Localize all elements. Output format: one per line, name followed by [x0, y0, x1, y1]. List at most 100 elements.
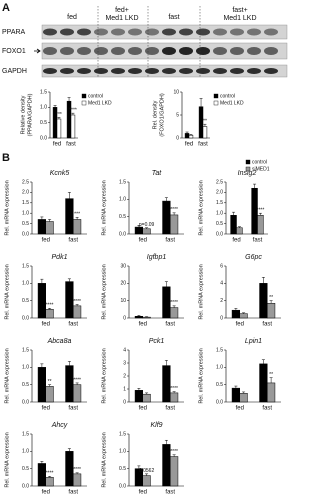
- blot-band: [264, 68, 278, 74]
- legend-label: Med1 LKD: [88, 100, 112, 106]
- error-bar: [48, 219, 52, 222]
- bar: [70, 114, 76, 139]
- significance: ****: [170, 449, 178, 455]
- error-bar: [172, 305, 176, 308]
- error-bar: [48, 384, 52, 387]
- x-tick-label: fed: [139, 406, 147, 412]
- x-tick-label: fast: [165, 406, 175, 412]
- blot-band: [179, 47, 193, 55]
- legend-swatch: [213, 93, 219, 99]
- y-axis-label: Rel. mRNA expression: [4, 432, 10, 487]
- y-tick-label: 2: [220, 298, 223, 304]
- error-bar: [164, 439, 168, 445]
- significance: ****: [73, 467, 81, 473]
- y-axis-label: Rel. mRNA expression: [4, 348, 10, 403]
- y-tick-label: 1.0: [22, 281, 29, 287]
- error-bar: [67, 278, 71, 282]
- x-tick-label: fed: [139, 238, 147, 244]
- lane-header: fast: [168, 14, 179, 21]
- panel-label: A: [2, 2, 10, 14]
- error-bar: [40, 278, 44, 284]
- significance: ***: [74, 212, 80, 218]
- bar: [56, 118, 62, 139]
- y-tick-label: 0.0: [119, 483, 126, 489]
- y-axis-label: Rel. density: [152, 100, 158, 129]
- significance: ****: [69, 107, 77, 113]
- y-axis-label: (FOXO1/GAPDH): [159, 93, 165, 137]
- y-axis-label: Rel. mRNA expression: [101, 180, 107, 235]
- error-bar: [145, 473, 149, 476]
- lane-header: fed: [67, 14, 77, 21]
- blot-row-label: GAPDH: [2, 68, 27, 75]
- error-bar: [137, 315, 141, 317]
- blot-band: [111, 68, 125, 74]
- error-bar: [145, 316, 149, 318]
- chart-title: G6pc: [245, 254, 262, 261]
- bar: [37, 283, 46, 319]
- legend-swatch: [81, 100, 87, 106]
- chart-title: Lpin1: [245, 338, 262, 345]
- chart-title: Insig2: [238, 170, 257, 177]
- bar: [73, 473, 82, 487]
- y-tick-label: 20: [120, 281, 126, 287]
- y-tick-label: 4: [220, 281, 223, 287]
- x-tick-label: fed: [236, 322, 244, 328]
- bar: [162, 444, 171, 487]
- blot-band: [145, 68, 159, 74]
- bar: [37, 367, 46, 403]
- significance: **: [269, 295, 273, 301]
- error-bar: [75, 217, 79, 220]
- error-bar: [71, 112, 75, 115]
- bar: [267, 303, 276, 319]
- y-tick-label: 1.0: [119, 197, 126, 203]
- x-tick-label: fed: [139, 490, 147, 496]
- y-tick-label: 1.0: [216, 365, 223, 371]
- error-bar: [164, 360, 168, 366]
- y-tick-label: 0.0: [216, 399, 223, 405]
- error-bar: [269, 377, 273, 383]
- error-bar: [75, 472, 79, 474]
- blot-band: [213, 47, 227, 55]
- bar: [236, 227, 243, 235]
- blot-band: [196, 47, 210, 55]
- error-bar: [137, 465, 141, 469]
- blot-band: [247, 47, 261, 55]
- y-tick-label: 10: [173, 89, 179, 95]
- bar: [142, 228, 151, 235]
- error-bar: [242, 312, 246, 314]
- bar: [45, 386, 54, 403]
- y-tick-label: 1.5: [216, 200, 223, 206]
- chart-title: Kcnk5: [50, 170, 70, 177]
- bar: [267, 382, 276, 403]
- significance: ****: [46, 471, 54, 477]
- error-bar: [203, 123, 207, 127]
- blot-band: [43, 68, 57, 74]
- error-bar: [237, 226, 241, 228]
- bar: [170, 214, 179, 235]
- error-bar: [48, 476, 52, 478]
- error-bar: [199, 98, 203, 107]
- blot-band: [196, 68, 210, 74]
- bar: [231, 309, 241, 319]
- significance: **: [48, 379, 52, 385]
- y-tick-label: 1.0: [22, 211, 29, 217]
- significance: ****: [73, 299, 81, 305]
- blot-band: [247, 68, 261, 74]
- blot-band: [77, 68, 91, 74]
- y-tick-label: 1.0: [22, 365, 29, 371]
- x-tick-label: fed: [42, 406, 50, 412]
- error-bar: [232, 211, 236, 216]
- bar: [65, 281, 74, 319]
- y-tick-label: 0.5: [216, 221, 223, 227]
- y-tick-label: 0.5: [22, 221, 29, 227]
- x-tick-label: fed: [139, 322, 147, 328]
- y-axis-label: Rel. mRNA expression: [198, 348, 204, 403]
- bar: [170, 392, 179, 403]
- panel-label: B: [2, 152, 10, 164]
- error-bar: [67, 361, 71, 366]
- chart-title: Klf9: [150, 422, 162, 429]
- error-bar: [172, 454, 176, 457]
- error-bar: [258, 212, 262, 216]
- y-tick-label: 1.5: [22, 347, 29, 353]
- y-tick-label: 2.5: [216, 179, 223, 185]
